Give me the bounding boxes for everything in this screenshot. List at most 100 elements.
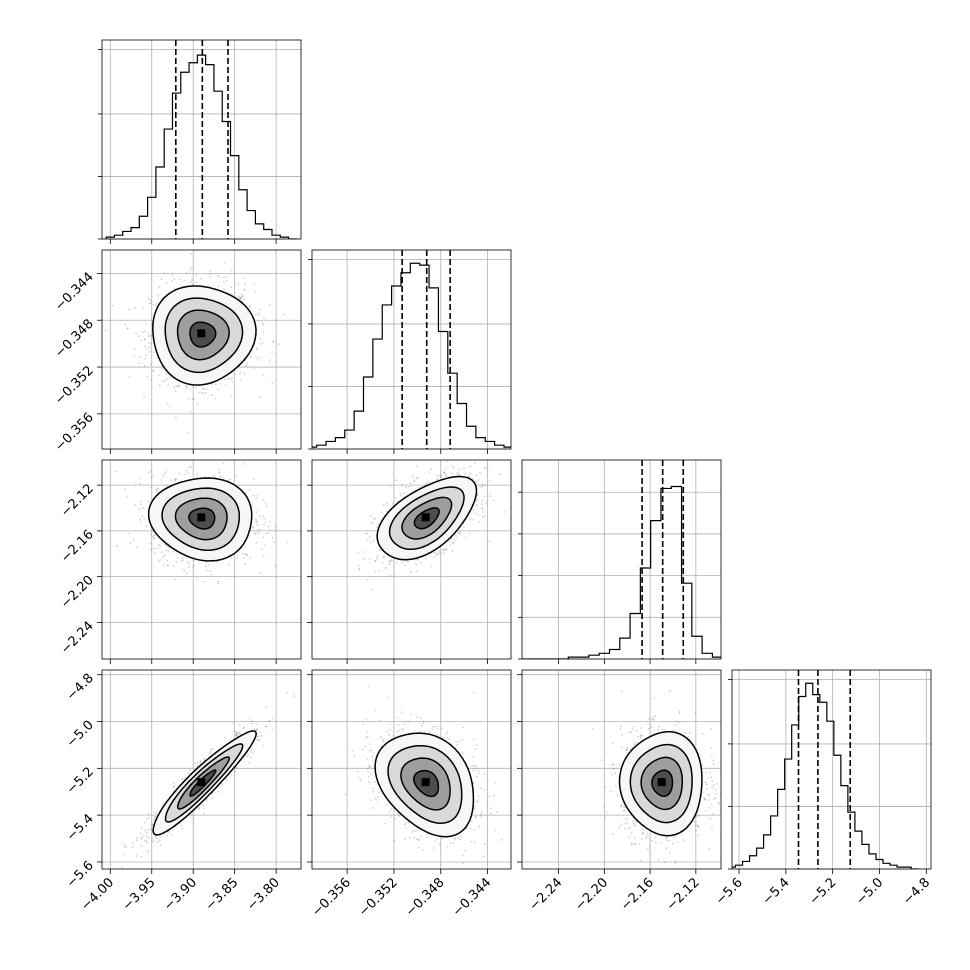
sample-point: [264, 502, 267, 504]
sample-point: [462, 862, 464, 864]
sample-point: [476, 493, 479, 496]
sample-point: [465, 827, 468, 830]
panel-frame: [311, 669, 512, 870]
sample-point: [175, 385, 177, 388]
sample-point: [216, 274, 219, 277]
sample-point: [149, 542, 152, 545]
sample-point: [695, 815, 698, 817]
sample-point: [461, 739, 463, 741]
sample-point: [660, 841, 663, 844]
sample-point: [403, 723, 406, 726]
sample-point: [165, 834, 168, 837]
sample-point: [433, 556, 435, 559]
density-peak: [421, 513, 430, 522]
sample-point: [272, 341, 274, 343]
sample-point: [142, 307, 145, 309]
sample-point: [388, 810, 391, 813]
sample-point: [651, 718, 654, 721]
sample-point: [186, 387, 189, 390]
sample-point: [486, 801, 489, 804]
sample-point: [249, 556, 252, 559]
density-peak: [421, 778, 430, 787]
panel-3-3: −5.6 −5.4 −5.2 −5.0 −4.8: [713, 669, 933, 908]
sample-point: [366, 767, 369, 770]
sample-point: [151, 535, 154, 538]
sample-point: [154, 835, 157, 838]
sample-point: [496, 811, 498, 813]
sample-point: [144, 338, 146, 341]
sample-point: [379, 719, 381, 722]
sample-point: [475, 481, 478, 484]
sample-point: [696, 748, 699, 751]
sample-point: [150, 363, 152, 366]
sample-point: [681, 832, 683, 835]
sample-point: [153, 537, 155, 540]
sample-point: [693, 821, 695, 823]
sample-point: [215, 561, 218, 563]
sample-point: [717, 801, 720, 804]
sample-point: [155, 837, 158, 840]
sample-point: [500, 838, 503, 841]
sample-point: [240, 293, 243, 295]
sample-point: [485, 467, 488, 469]
sample-point: [259, 528, 261, 531]
sample-point: [490, 812, 493, 815]
sample-point: [400, 711, 403, 714]
sample-point: [463, 526, 465, 528]
sample-point: [453, 837, 456, 840]
sample-point: [139, 518, 142, 521]
sample-point: [415, 563, 417, 566]
panel-1-0: −0.356−0.352−0.348−0.344: [52, 249, 302, 455]
sample-point: [146, 348, 148, 351]
sample-point: [274, 564, 276, 567]
sample-point: [256, 348, 259, 351]
sample-point: [157, 487, 160, 490]
panel-frame: [311, 459, 512, 660]
sample-point: [488, 492, 491, 495]
sample-point: [628, 732, 631, 734]
x-tick-label: −0.344: [450, 875, 495, 920]
sample-point: [154, 552, 156, 554]
sample-point: [171, 279, 174, 282]
sample-point: [436, 478, 439, 480]
sample-point: [458, 740, 461, 743]
sample-point: [255, 738, 258, 741]
sample-point: [140, 826, 143, 829]
sample-point: [217, 580, 220, 583]
histogram-1: [312, 262, 511, 448]
sample-point: [668, 839, 671, 842]
sample-point: [389, 574, 392, 577]
sample-point: [451, 465, 454, 467]
sample-point: [165, 471, 168, 473]
sample-point: [445, 548, 447, 551]
sample-point: [428, 471, 431, 474]
sample-point: [713, 763, 715, 766]
sample-point: [415, 716, 418, 718]
sample-point: [240, 296, 242, 299]
panel-frame: [731, 669, 932, 870]
contour-line: [152, 730, 257, 836]
sample-point: [217, 388, 219, 391]
sample-point: [250, 748, 253, 751]
sample-point: [475, 744, 478, 747]
sample-point: [250, 356, 252, 358]
sample-point: [702, 733, 704, 735]
sample-point: [185, 469, 188, 472]
sample-point: [223, 378, 226, 381]
sample-point: [174, 478, 177, 481]
sample-point: [205, 569, 208, 572]
sample-point: [262, 536, 265, 539]
sample-point: [384, 822, 386, 825]
sample-point: [256, 524, 259, 526]
sample-point: [701, 764, 704, 767]
sample-point: [389, 816, 392, 819]
y-tick-label: −5.2: [64, 765, 97, 798]
sample-point: [188, 565, 191, 568]
sample-point: [436, 478, 439, 481]
sample-point: [198, 391, 201, 394]
sample-point: [168, 405, 171, 408]
sample-point: [618, 826, 621, 829]
sample-point: [380, 735, 382, 738]
sample-point: [217, 791, 220, 793]
sample-point: [260, 735, 263, 737]
